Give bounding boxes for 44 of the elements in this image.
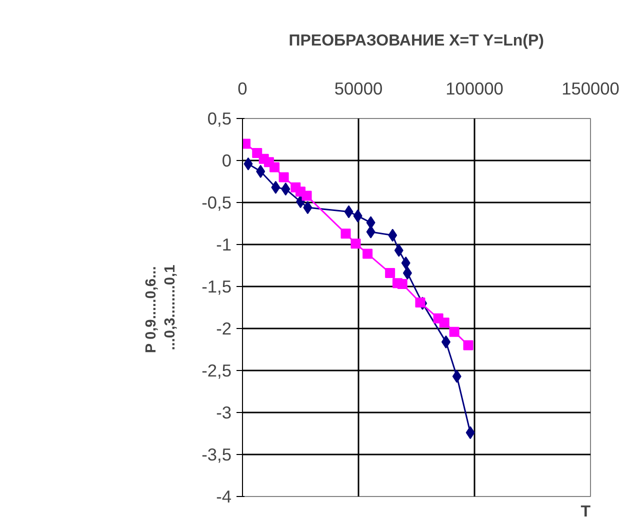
point xyxy=(402,266,412,280)
y-tick-label: 0,5 xyxy=(207,108,232,128)
point xyxy=(303,201,312,214)
point xyxy=(388,228,398,242)
point xyxy=(281,182,290,196)
y-tick-label: -1 xyxy=(216,234,232,254)
point xyxy=(271,180,280,194)
point xyxy=(278,172,289,182)
y-tick-label: -2,5 xyxy=(202,360,232,380)
point xyxy=(441,335,450,348)
point xyxy=(350,238,361,249)
y-tick-label: -4 xyxy=(216,486,232,506)
y-axis-title: P 0,9.....0,6... ...0,3........0,1 xyxy=(143,264,179,354)
point xyxy=(466,426,475,440)
point xyxy=(270,162,280,172)
point xyxy=(397,278,408,289)
x-axis-title: T xyxy=(580,504,591,520)
point xyxy=(463,340,474,350)
point xyxy=(244,157,253,170)
y-tick-label: 0 xyxy=(222,150,232,170)
x-tick-label: 100000 xyxy=(446,78,504,98)
point xyxy=(449,326,460,337)
chart-title: ПРЕОБРАЗОВАНИЕ X=T Y=Ln(P) xyxy=(288,32,544,50)
y-tick-label: -3,5 xyxy=(202,444,232,464)
y-tick-label: -0,5 xyxy=(202,192,232,212)
point xyxy=(452,370,462,383)
point xyxy=(256,164,266,178)
point xyxy=(439,318,450,328)
x-tick-label: 150000 xyxy=(562,78,620,98)
point xyxy=(353,209,362,222)
point xyxy=(401,256,410,270)
point xyxy=(340,228,351,239)
x-tick-label: 50000 xyxy=(334,78,383,98)
x-tick-label: 0 xyxy=(238,78,248,98)
y-tick-label: -2 xyxy=(216,318,232,338)
point xyxy=(344,205,354,218)
point xyxy=(362,248,373,259)
point xyxy=(385,268,396,278)
point xyxy=(366,225,376,238)
point xyxy=(394,244,404,257)
point xyxy=(415,297,426,308)
point xyxy=(302,190,312,201)
y-tick-label: -1,5 xyxy=(202,276,232,296)
y-tick-label: -3 xyxy=(216,402,232,422)
